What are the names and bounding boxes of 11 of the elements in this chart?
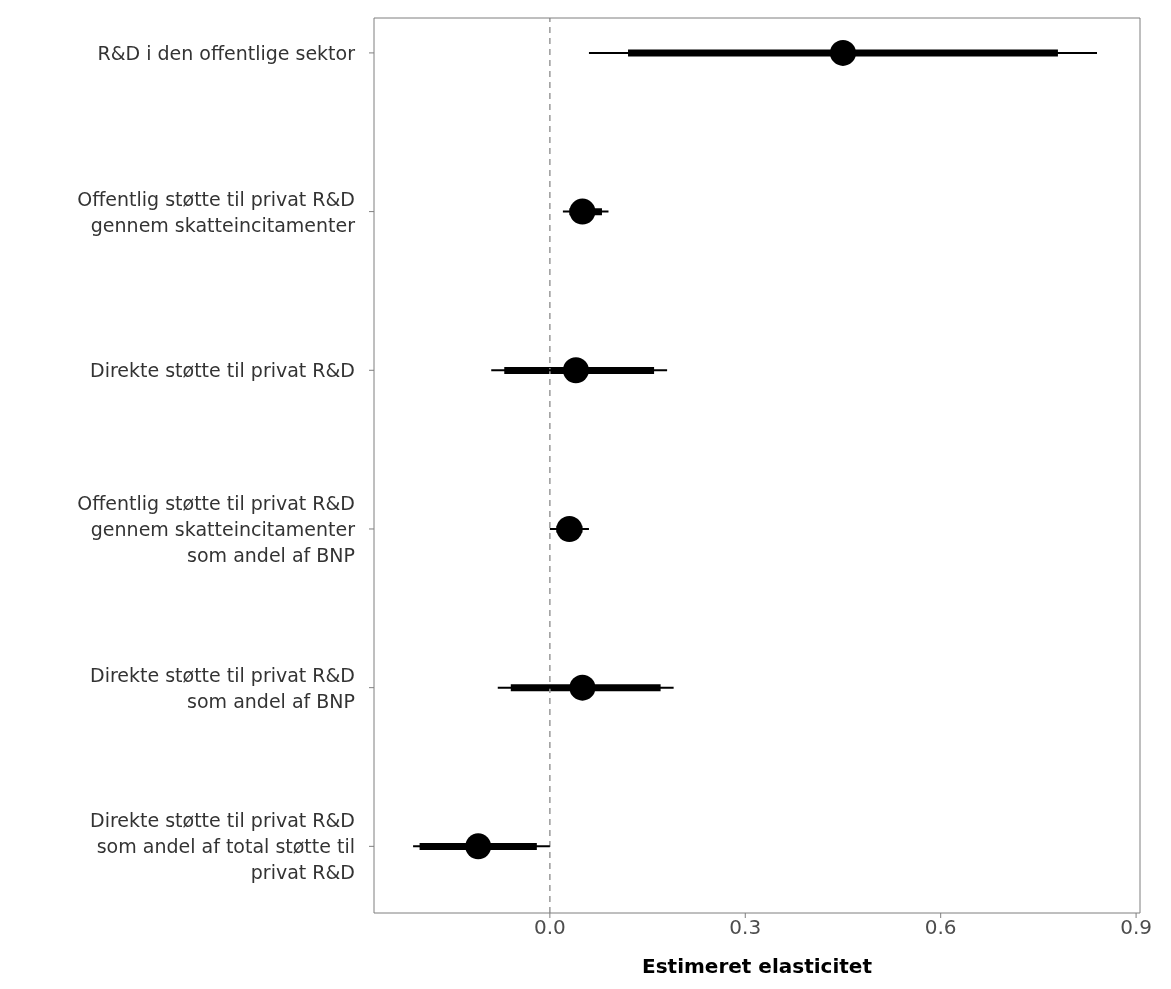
x-axis-title: Estimeret elasticitet [642,954,873,978]
y-tick-label: R&D i den offentlige sektor [97,41,356,64]
y-tick-label: Direkte støtte til privat R&D som andel af BNP [90,663,355,712]
x-tick-label: 0.6 [924,915,957,940]
y-tick-label: Direkte støtte til privat R&D som andel af total støtte til privat R&D [90,809,355,884]
y-tick-label: Direkte støtte til privat R&D [90,359,355,382]
y-tick-label: Offentlig støtte til privat R&D gennem skatteincitamenter [77,187,356,236]
x-tick-label: 0.9 [1120,915,1152,940]
y-tick-label: Offentlig støtte til privat R&D gennem skatteincitamenter som andel af BNP [77,491,356,566]
x-tick-label: 0.3 [729,915,762,940]
x-tick-label: 0.0 [533,915,566,940]
